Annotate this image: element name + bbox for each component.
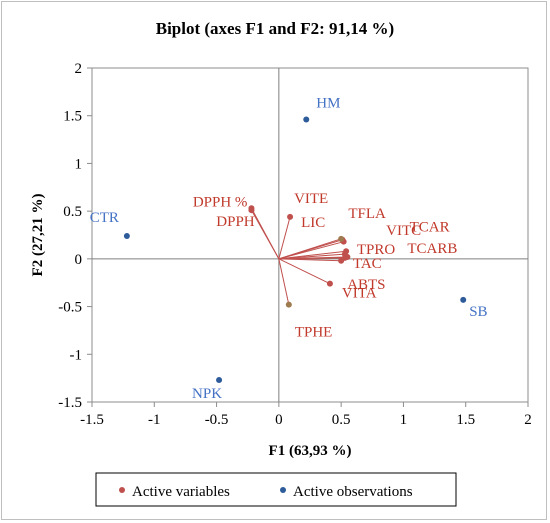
variable-label: LIC (301, 215, 325, 231)
plot-area (91, 67, 529, 403)
x-axis-title: F1 (63,93 %) (269, 443, 352, 459)
vector-lic (278, 238, 342, 260)
y-tick-label: -1.5 (58, 395, 82, 411)
variable-label: TAC (353, 256, 382, 272)
variable-label: VITA (342, 286, 377, 302)
variable-point (285, 301, 292, 308)
variable-vectors (251, 208, 348, 305)
vector-vite (278, 216, 291, 259)
variable-label: TCAR (410, 220, 450, 236)
vector-tphe (278, 258, 290, 305)
observation-point (460, 296, 467, 303)
chart-title: Biplot (axes F1 and F2: 91,14 %) (156, 19, 394, 38)
observation-label: SB (469, 304, 487, 320)
observation-point (303, 116, 310, 123)
variable-label: DPPH (216, 214, 255, 230)
legend-label-variables: Active variables (132, 484, 230, 500)
y-axis-title: F2 (27,21 %) (30, 194, 46, 277)
x-tick-label: -1 (148, 412, 161, 428)
variable-point (338, 257, 345, 264)
legend-marker-variables (119, 487, 125, 493)
variable-label: TCARB (407, 241, 457, 257)
x-tick-label: 0 (275, 412, 283, 428)
x-tick-label: 1.5 (456, 412, 475, 428)
legend-box (95, 472, 457, 507)
legend-label-observations: Active observations (293, 484, 413, 500)
x-tick-label: 0.5 (332, 412, 351, 428)
x-tick-label: -1.5 (80, 412, 104, 428)
vector-vita (278, 258, 331, 285)
zero-axes (92, 68, 528, 402)
variable-label: ABTS (347, 277, 385, 293)
variable-label: TFLA (348, 206, 386, 222)
observation-label: CTR (90, 210, 119, 226)
x-axis-ticks: -1.5 -1 -0.5 0 0.5 1 1.5 2 (80, 402, 532, 428)
variable-point (338, 235, 345, 242)
observation-label: NPK (192, 386, 222, 402)
variable-label: DPPH % (193, 194, 248, 210)
y-tick-label: -0.5 (58, 300, 82, 316)
legend-marker-observations (280, 487, 286, 493)
y-tick-label: 0 (75, 252, 83, 268)
vector-tcar (278, 241, 344, 260)
observation-label: HM (316, 96, 340, 112)
observation-point (123, 232, 130, 239)
y-tick-label: 2 (75, 61, 83, 77)
legend: Active variables Active observations (95, 472, 457, 507)
vector-dpph (251, 209, 280, 260)
observation-point (216, 377, 223, 384)
y-axis-ticks: -1.5 -1 -0.5 0 0.5 1 1.5 2 (58, 61, 92, 411)
data-points (123, 116, 467, 384)
y-tick-label: 1.5 (63, 109, 82, 125)
y-tick-label: -1 (70, 347, 83, 363)
variable-point (287, 213, 294, 220)
x-tick-label: 1 (400, 412, 408, 428)
x-tick-label: 2 (524, 412, 532, 428)
variable-label: VITC (386, 223, 421, 239)
x-tick-label: -0.5 (205, 412, 229, 428)
variable-label: TPRO (357, 242, 396, 258)
variable-point (326, 280, 333, 287)
variable-label: VITE (294, 191, 328, 207)
variable-label: TPHE (295, 325, 333, 341)
vector-abts (278, 258, 342, 262)
y-tick-label: 1 (75, 156, 83, 172)
y-tick-label: 0.5 (63, 204, 82, 220)
point-labels: DPPH % DPPH VITE TFLA TCAR LIC VITC TPRO TCARB TA… (90, 96, 488, 403)
variable-point (248, 207, 255, 214)
